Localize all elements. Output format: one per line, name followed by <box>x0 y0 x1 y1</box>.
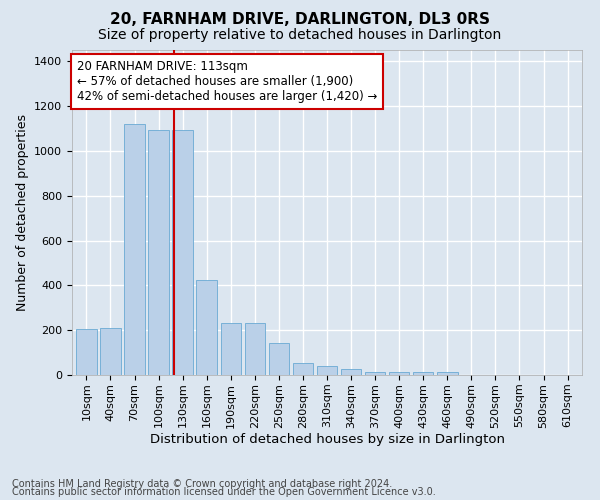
Bar <box>317 366 337 375</box>
Bar <box>437 372 458 375</box>
Y-axis label: Number of detached properties: Number of detached properties <box>16 114 29 311</box>
X-axis label: Distribution of detached houses by size in Darlington: Distribution of detached houses by size … <box>149 433 505 446</box>
Bar <box>100 328 121 375</box>
Bar <box>196 280 217 375</box>
Bar <box>341 370 361 375</box>
Bar <box>293 362 313 375</box>
Text: Size of property relative to detached houses in Darlington: Size of property relative to detached ho… <box>98 28 502 42</box>
Bar <box>124 124 145 375</box>
Text: 20 FARNHAM DRIVE: 113sqm
← 57% of detached houses are smaller (1,900)
42% of sem: 20 FARNHAM DRIVE: 113sqm ← 57% of detach… <box>77 60 377 103</box>
Text: Contains public sector information licensed under the Open Government Licence v3: Contains public sector information licen… <box>12 487 436 497</box>
Text: 20, FARNHAM DRIVE, DARLINGTON, DL3 0RS: 20, FARNHAM DRIVE, DARLINGTON, DL3 0RS <box>110 12 490 28</box>
Bar <box>389 372 409 375</box>
Bar <box>172 130 193 375</box>
Bar <box>76 329 97 375</box>
Bar <box>148 130 169 375</box>
Bar <box>269 342 289 375</box>
Bar <box>245 324 265 375</box>
Text: Contains HM Land Registry data © Crown copyright and database right 2024.: Contains HM Land Registry data © Crown c… <box>12 479 392 489</box>
Bar <box>221 324 241 375</box>
Bar <box>413 372 433 375</box>
Bar <box>365 372 385 375</box>
